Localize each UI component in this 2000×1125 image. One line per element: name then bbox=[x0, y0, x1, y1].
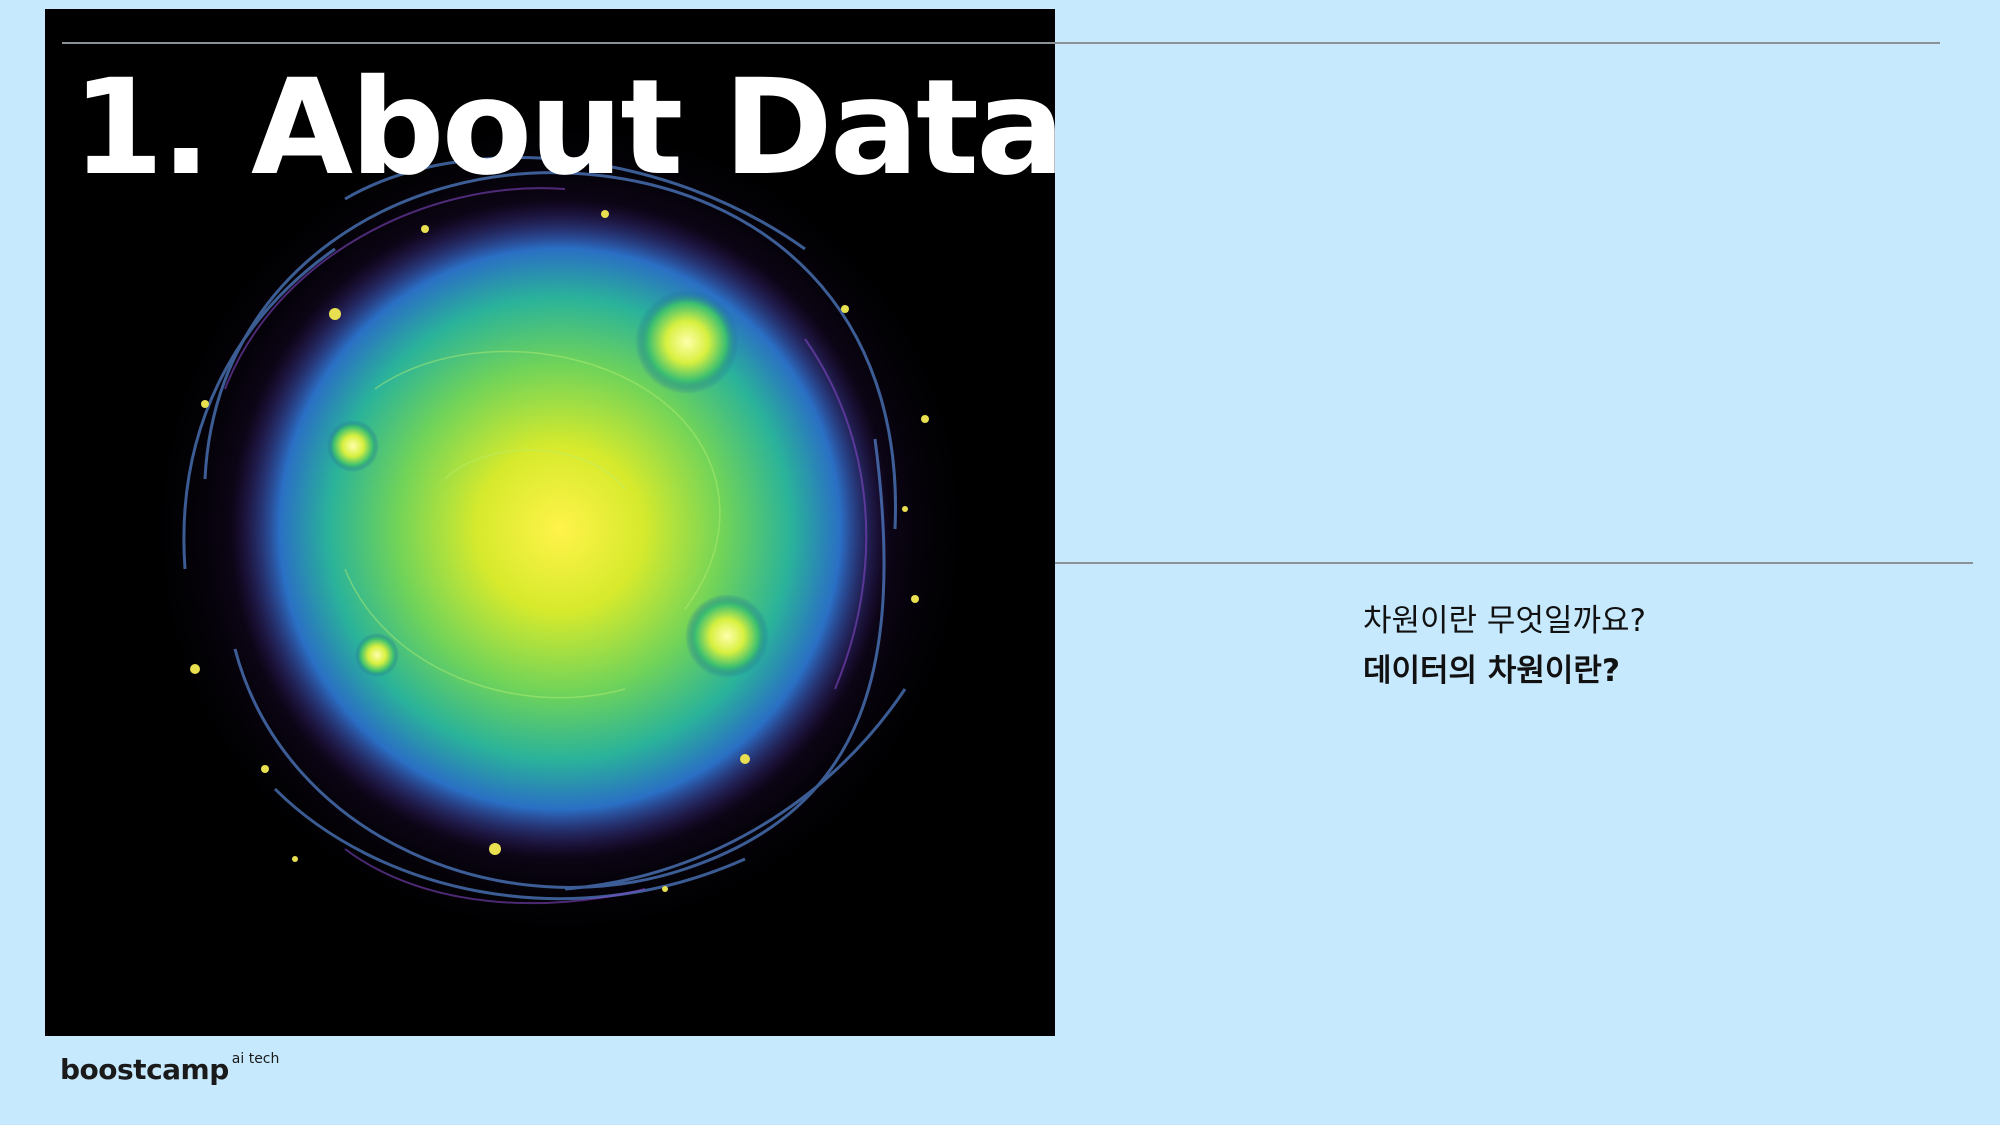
middle-divider bbox=[1055, 562, 1973, 564]
logo-name: boostcamp bbox=[60, 1053, 229, 1086]
top-divider bbox=[62, 42, 1940, 44]
question-text: 차원이란 무엇일까요? bbox=[1363, 603, 1646, 639]
slide-title: 1. About Data bbox=[72, 51, 1065, 205]
hero-image bbox=[45, 9, 1055, 1036]
question-bold-text: 데이터의 차원이란? bbox=[1363, 653, 1620, 689]
boostcamp-logo: boostcamp ai tech bbox=[60, 1051, 279, 1086]
logo-superscript: ai tech bbox=[231, 1051, 280, 1067]
question-block: 차원이란 무엇일까요? 데이터의 차원이란? bbox=[1363, 596, 1646, 696]
